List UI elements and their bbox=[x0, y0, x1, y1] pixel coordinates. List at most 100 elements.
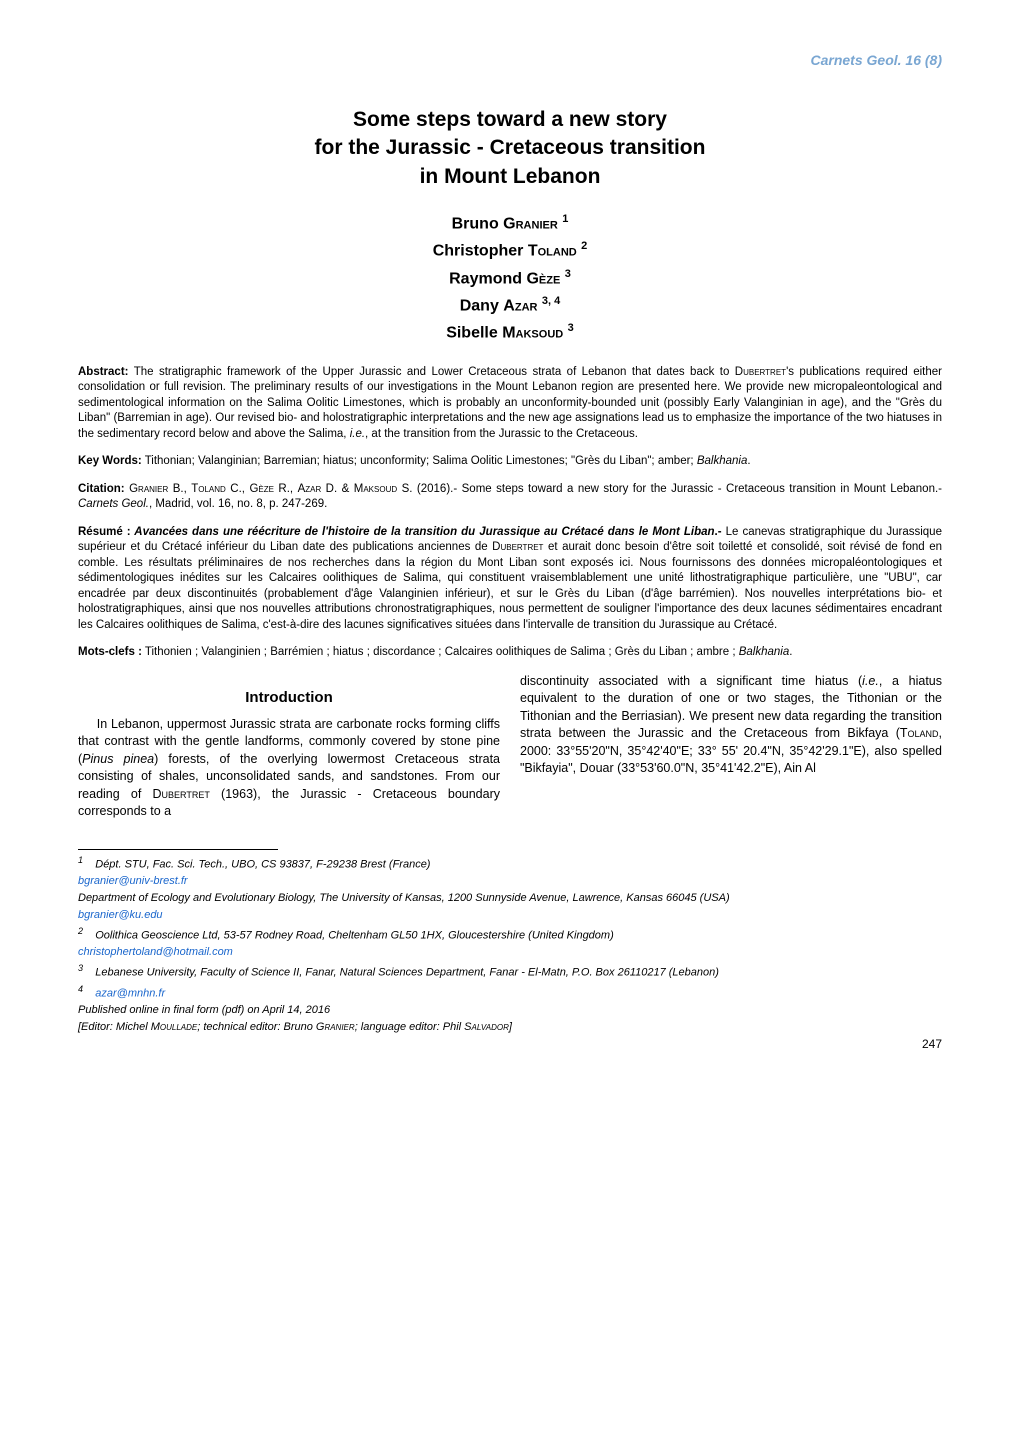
intro-para-left: In Lebanon, uppermost Jurassic strata ar… bbox=[78, 716, 500, 821]
authors-block: Bruno Granier 1 Christopher Toland 2 Ray… bbox=[78, 213, 942, 343]
ed-sc1: Moullade bbox=[151, 1021, 198, 1033]
citation-ital: Carnets Geol. bbox=[78, 498, 149, 510]
intro-para-right: discontinuity associated with a signific… bbox=[520, 673, 942, 778]
pub-text: Published online in final form (pdf) on … bbox=[78, 1004, 330, 1016]
keywords-text: Tithonian; Valanginian; Barremian; hiatu… bbox=[142, 455, 697, 467]
author-sup: 2 bbox=[581, 240, 587, 252]
footnote-1b: Department of Ecology and Evolutionary B… bbox=[78, 891, 942, 906]
footnote-mail-2: christophertoland@hotmail.com bbox=[78, 945, 942, 960]
author-surname: Granier bbox=[503, 215, 558, 232]
email-link-1b[interactable]: bgranier@ku.edu bbox=[78, 909, 163, 921]
fn-sup: 2 bbox=[78, 926, 83, 936]
footnote-4: 4 azar@mnhn.fr bbox=[78, 983, 942, 1002]
title-line-3: in Mount Lebanon bbox=[420, 165, 601, 188]
col-right: discontinuity associated with a signific… bbox=[520, 673, 942, 821]
fn-sup: 4 bbox=[78, 984, 83, 994]
running-header: Carnets Geol. 16 (8) bbox=[78, 52, 942, 68]
resume-sep: .- bbox=[715, 526, 722, 538]
author-given: Raymond bbox=[449, 270, 522, 287]
citation-sc5: Maksoud bbox=[354, 483, 397, 495]
author-1: Bruno Granier 1 bbox=[78, 213, 942, 233]
ir-ital1: i.e. bbox=[862, 674, 879, 688]
citation-sc4: Azar bbox=[298, 483, 322, 495]
email-link-1[interactable]: bgranier@univ-brest.fr bbox=[78, 875, 188, 887]
ed-suf: ] bbox=[509, 1021, 512, 1033]
title-line-2: for the Jurassic - Cretaceous transition bbox=[315, 136, 706, 159]
author-surname: Azar bbox=[503, 297, 537, 314]
abstract-label: Abstract: bbox=[78, 366, 128, 378]
footnote-2: 2 Oolithica Geoscience Ltd, 53-57 Rodney… bbox=[78, 925, 942, 944]
author-given: Bruno bbox=[452, 215, 499, 232]
ed-pre: [Editor: Michel bbox=[78, 1021, 151, 1033]
email-link-2[interactable]: christophertoland@hotmail.com bbox=[78, 946, 233, 958]
author-given: Dany bbox=[460, 297, 499, 314]
il-ital: Pinus pinea bbox=[82, 752, 154, 766]
section-heading: Introduction bbox=[78, 687, 500, 708]
author-sup: 3, 4 bbox=[542, 295, 560, 307]
c-t3: R., bbox=[274, 483, 298, 495]
ed-sc3: Salvador bbox=[464, 1021, 509, 1033]
ir-sc2: land bbox=[915, 726, 939, 740]
motsclefs-ital: Balkhania bbox=[739, 646, 790, 658]
page: Carnets Geol. 16 (8) Some steps toward a… bbox=[0, 0, 1020, 1079]
fn1b-text: Department of Ecology and Evolutionary B… bbox=[78, 892, 730, 904]
article-title: Some steps toward a new story for the Ju… bbox=[78, 106, 942, 191]
vol-issue-text: 16 (8) bbox=[905, 52, 942, 68]
vol-issue: 16 (8) bbox=[905, 52, 942, 68]
author-given: Christopher bbox=[433, 243, 524, 260]
keywords: Key Words: Tithonian; Valanginian; Barre… bbox=[78, 454, 942, 470]
footnote-1: 1 Dépt. STU, Fac. Sci. Tech., UBO, CS 93… bbox=[78, 854, 942, 873]
motsclefs-label: Mots-clefs : bbox=[78, 646, 142, 658]
footnotes: 1 Dépt. STU, Fac. Sci. Tech., UBO, CS 93… bbox=[78, 854, 942, 1035]
citation-sc2: Toland bbox=[191, 483, 226, 495]
resume-suffix: et aurait donc besoin d'être soit toilet… bbox=[78, 541, 942, 631]
fn-sup: 3 bbox=[78, 963, 83, 973]
fn3-text: Lebanese University, Faculty of Science … bbox=[95, 967, 719, 979]
footnote-editor: [Editor: Michel Moullade; technical edit… bbox=[78, 1020, 942, 1035]
author-5: Sibelle Maksoud 3 bbox=[78, 322, 942, 342]
keywords-suffix: . bbox=[747, 455, 750, 467]
intro-columns: Introduction In Lebanon, uppermost Juras… bbox=[78, 673, 942, 821]
fn2-text: Oolithica Geoscience Ltd, 53-57 Rodney R… bbox=[95, 930, 614, 942]
resume-sc: Dubertret bbox=[492, 541, 543, 553]
email-link-4[interactable]: azar@mnhn.fr bbox=[95, 987, 165, 999]
author-surname: Toland bbox=[528, 243, 577, 260]
abstract-text-3: , at the transition from the Jurassic to… bbox=[365, 428, 638, 440]
abstract: Abstract: The stratigraphic framework of… bbox=[78, 365, 942, 443]
c-t1: B., bbox=[168, 483, 191, 495]
ed-sc2: Granier bbox=[316, 1021, 355, 1033]
c-t5: S. (2016).- Some steps toward a new stor… bbox=[397, 483, 942, 495]
citation-suffix: , Madrid, vol. 16, no. 8, p. 247-269. bbox=[149, 498, 327, 510]
c-t4: D. & bbox=[321, 483, 354, 495]
footnote-pub: Published online in final form (pdf) on … bbox=[78, 1003, 942, 1018]
resume-title: Avancées dans une réécriture de l'histoi… bbox=[131, 526, 715, 538]
page-number: 247 bbox=[922, 1037, 942, 1051]
fn1-text: Dépt. STU, Fac. Sci. Tech., UBO, CS 9383… bbox=[95, 859, 430, 871]
author-sup: 3 bbox=[568, 322, 574, 334]
motsclefs-text: Tithonien ; Valanginien ; Barrémien ; hi… bbox=[142, 646, 739, 658]
author-given: Sibelle bbox=[446, 325, 498, 342]
resume-label: Résumé : bbox=[78, 526, 131, 538]
author-surname: Maksoud bbox=[502, 325, 563, 342]
fn-sup: 1 bbox=[78, 855, 83, 865]
citation-sc1: Granier bbox=[129, 483, 168, 495]
author-sup: 3 bbox=[565, 268, 571, 280]
ir-a: discontinuity associated with a signific… bbox=[520, 674, 862, 688]
title-line-1: Some steps toward a new story bbox=[353, 108, 667, 131]
abstract-ie: i.e. bbox=[350, 428, 365, 440]
footnote-mail-1: bgranier@univ-brest.fr bbox=[78, 874, 942, 889]
abstract-text-1: The stratigraphic framework of the Upper… bbox=[128, 366, 734, 378]
citation-label: Citation: bbox=[78, 483, 125, 495]
author-4: Dany Azar 3, 4 bbox=[78, 295, 942, 315]
col-left: Introduction In Lebanon, uppermost Juras… bbox=[78, 673, 500, 821]
c-t2: C., bbox=[226, 483, 250, 495]
author-sup: 1 bbox=[562, 213, 568, 225]
resume: Résumé : Avancées dans une réécriture de… bbox=[78, 525, 942, 634]
abstract-sc: Dubertret bbox=[735, 366, 786, 378]
keywords-label: Key Words: bbox=[78, 455, 142, 467]
author-2: Christopher Toland 2 bbox=[78, 240, 942, 260]
footnote-rule bbox=[78, 849, 278, 850]
ed-mid2: ; language editor: Phil bbox=[355, 1021, 464, 1033]
ed-mid: ; technical editor: Bruno bbox=[197, 1021, 316, 1033]
author-3: Raymond Gèze 3 bbox=[78, 268, 942, 288]
